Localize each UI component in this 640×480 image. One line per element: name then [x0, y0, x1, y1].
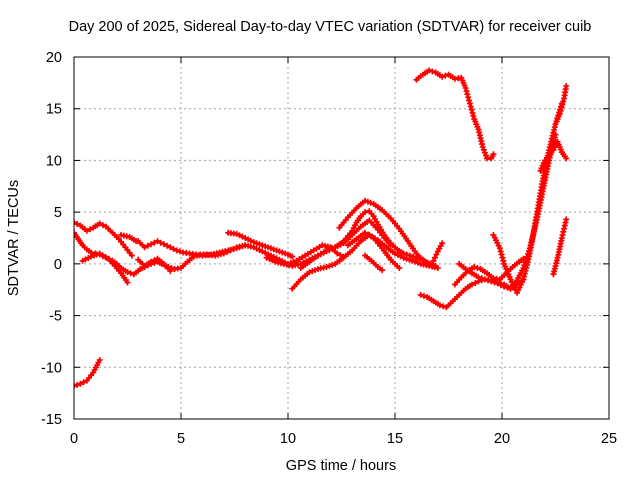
y-tick-label: 10 — [46, 153, 62, 169]
x-tick-label: 20 — [494, 431, 510, 447]
series-arc-15 — [430, 240, 446, 264]
series-arc-1 — [74, 357, 103, 389]
series-arc-4 — [79, 250, 131, 286]
y-axis-label: SDTVAR / TECUs — [6, 180, 22, 296]
series-markers — [74, 219, 135, 259]
series-markers — [413, 67, 497, 162]
series-arc-12 — [336, 197, 437, 269]
x-tick-label: 10 — [280, 431, 296, 447]
series-markers — [451, 255, 527, 288]
series-arc-22 — [552, 83, 570, 128]
series-markers — [225, 229, 296, 260]
series-markers — [74, 357, 103, 389]
series-markers — [430, 240, 446, 264]
series-layer — [74, 67, 570, 389]
y-tick-label: 15 — [46, 102, 62, 118]
grid — [74, 57, 609, 419]
series-arc-5 — [118, 231, 140, 245]
y-tick-label: 5 — [54, 205, 62, 221]
axis-ticks: 0 5 10 15 20 25 -15 -10 -5 0 5 10 15 20 — [41, 50, 617, 447]
series-arc-3 — [74, 219, 135, 259]
y-tick-label: 20 — [46, 50, 62, 66]
y-tick-label: -10 — [41, 360, 62, 376]
series-arc-13 — [344, 229, 403, 271]
series-arc-14 — [362, 252, 386, 274]
x-tick-label: 0 — [70, 431, 78, 447]
x-tick-label: 25 — [601, 431, 617, 447]
series-arc-8 — [225, 229, 296, 260]
x-tick-label: 5 — [177, 431, 185, 447]
series-arc-7 — [135, 255, 174, 275]
y-tick-label: -15 — [41, 412, 62, 428]
series-arc-23 — [550, 216, 570, 278]
series-markers — [135, 255, 174, 275]
series-markers — [336, 197, 437, 269]
series-markers — [552, 83, 570, 128]
series-markers — [537, 138, 570, 174]
x-tick-label: 15 — [387, 431, 403, 447]
series-arc-11 — [297, 217, 394, 271]
series-markers — [362, 252, 386, 274]
x-axis-label: GPS time / hours — [286, 458, 396, 474]
series-arc-16 — [413, 67, 497, 162]
chart-title: Day 200 of 2025, Sidereal Day-to-day VTE… — [69, 19, 592, 35]
y-tick-label: -5 — [49, 309, 62, 325]
series-markers — [550, 216, 570, 278]
y-tick-label: 0 — [54, 257, 62, 273]
series-arc-10 — [289, 231, 441, 292]
series-line — [453, 257, 526, 287]
series-arc-21 — [537, 138, 570, 174]
series-markers — [297, 217, 394, 271]
series-markers — [79, 250, 131, 286]
series-arc-19 — [451, 255, 527, 288]
series-markers — [344, 229, 403, 271]
series-arc-6 — [135, 238, 249, 259]
series-markers — [135, 238, 249, 259]
plot-frame — [73, 56, 610, 420]
